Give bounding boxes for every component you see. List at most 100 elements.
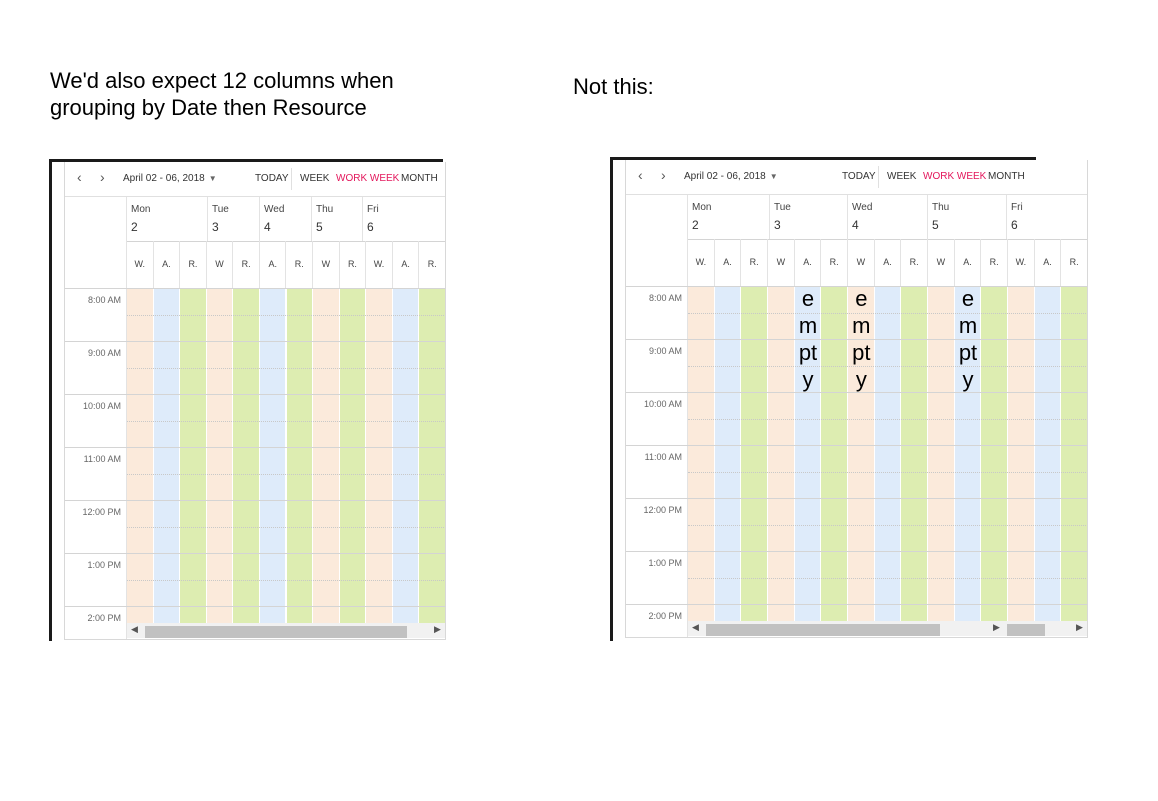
resource-column[interactable] (901, 286, 928, 622)
date-range-picker[interactable]: April 02 - 06, 2018 ▼ (684, 171, 778, 182)
resource-header[interactable]: W. (1008, 239, 1035, 286)
day-header-fri[interactable]: Fri 6 (1007, 195, 1087, 239)
resource-column[interactable] (848, 286, 875, 622)
resource-column[interactable] (1034, 286, 1062, 622)
view-week[interactable]: WEEK (300, 173, 330, 184)
resource-column[interactable] (180, 288, 207, 624)
resource-column[interactable] (259, 288, 287, 624)
horizontal-scrollbar[interactable]: ◀▶ (688, 621, 1005, 636)
day-header-tue[interactable]: Tue 3 (770, 195, 848, 239)
day-header-mon[interactable]: Mon 2 (688, 195, 770, 239)
day-header-thu[interactable]: Thu 5 (312, 197, 363, 241)
scroll-left-arrow-icon[interactable]: ◀ (131, 624, 138, 634)
resource-header[interactable]: R. (821, 239, 848, 286)
view-month[interactable]: MONTH (988, 171, 1025, 182)
date-range-picker[interactable]: April 02 - 06, 2018 ▼ (123, 173, 217, 184)
time-label: 8:00 AM (87, 295, 121, 305)
resource-header[interactable]: R. (741, 239, 768, 286)
resource-header[interactable]: W (313, 241, 340, 288)
scrollbar-thumb[interactable] (1007, 624, 1045, 636)
resource-header[interactable]: R. (233, 241, 260, 288)
resource-column[interactable] (688, 286, 715, 622)
half-hour-line (688, 524, 1087, 526)
resource-header[interactable]: A. (154, 241, 181, 288)
scrollbar-thumb[interactable] (145, 626, 407, 638)
resource-column[interactable] (206, 288, 234, 624)
next-chevron-icon[interactable]: › (661, 167, 666, 183)
scroll-right-arrow-icon[interactable]: ▶ (1076, 622, 1083, 632)
resource-header[interactable]: W (768, 239, 795, 286)
view-week[interactable]: WEEK (887, 171, 917, 182)
resource-header[interactable]: A. (875, 239, 902, 286)
resource-column[interactable] (794, 286, 822, 622)
resource-column[interactable] (741, 286, 768, 622)
resource-column[interactable] (714, 286, 742, 622)
prev-chevron-icon[interactable]: ‹ (638, 167, 643, 183)
resource-header[interactable]: W. (366, 241, 393, 288)
resource-header[interactable]: W (928, 239, 955, 286)
resource-column[interactable] (153, 288, 181, 624)
scroll-left-arrow-icon[interactable]: ◀ (692, 622, 699, 632)
day-header-wed[interactable]: Wed 4 (848, 195, 928, 239)
time-label: 1:00 PM (648, 558, 682, 568)
view-work-week[interactable]: WORK WEEK (336, 173, 400, 184)
scroll-right-arrow-icon[interactable]: ▶ (993, 622, 1000, 632)
next-chevron-icon[interactable]: › (100, 169, 105, 185)
resource-header[interactable]: R. (1061, 239, 1087, 286)
resource-header[interactable]: R. (340, 241, 367, 288)
caption-expected-line2: grouping by Date then Resource (50, 95, 367, 120)
horizontal-scrollbar[interactable]: ◀▶ (127, 623, 445, 638)
view-month[interactable]: MONTH (401, 173, 438, 184)
resource-header[interactable]: R. (981, 239, 1008, 286)
resource-header[interactable]: A. (955, 239, 982, 286)
resource-column[interactable] (1061, 286, 1087, 622)
resource-header[interactable]: A. (393, 241, 420, 288)
day-number: 4 (264, 220, 271, 234)
time-label: 1:00 PM (87, 560, 121, 570)
resource-column[interactable] (127, 288, 154, 624)
resource-header[interactable]: R. (287, 241, 314, 288)
resource-column[interactable] (286, 288, 314, 624)
resource-column[interactable] (313, 288, 340, 624)
day-header-mon[interactable]: Mon 2 (127, 197, 208, 241)
resource-column[interactable] (366, 288, 393, 624)
day-header-wed[interactable]: Wed 4 (260, 197, 312, 241)
resource-header[interactable]: R. (180, 241, 207, 288)
hour-line (626, 551, 1087, 552)
resource-column[interactable] (419, 288, 445, 624)
scroll-right-arrow-icon[interactable]: ▶ (434, 624, 441, 634)
resource-header[interactable]: R. (901, 239, 928, 286)
resource-column[interactable] (233, 288, 260, 624)
resource-header[interactable]: A. (715, 239, 742, 286)
prev-chevron-icon[interactable]: ‹ (77, 169, 82, 185)
scrollbar-thumb[interactable] (706, 624, 940, 636)
view-today[interactable]: TODAY (255, 173, 289, 184)
resource-column[interactable] (821, 286, 848, 622)
view-work-week[interactable]: WORK WEEK (923, 171, 987, 182)
resource-column[interactable] (339, 288, 367, 624)
resource-header[interactable]: A. (795, 239, 822, 286)
day-header-tue[interactable]: Tue 3 (208, 197, 260, 241)
empty-column-label: empty (852, 286, 871, 392)
resource-header[interactable]: R. (419, 241, 445, 288)
resource-header[interactable]: W. (127, 241, 154, 288)
view-today[interactable]: TODAY (842, 171, 876, 182)
resource-header[interactable]: W. (688, 239, 715, 286)
resource-header[interactable]: A. (260, 241, 287, 288)
day-name: Wed (264, 204, 285, 215)
caret-down-icon: ▼ (208, 174, 217, 183)
resource-column[interactable] (874, 286, 902, 622)
resource-header[interactable]: A. (1035, 239, 1062, 286)
resource-column[interactable] (392, 288, 420, 624)
day-header-fri[interactable]: Fri 6 (363, 197, 445, 241)
resource-column[interactable] (768, 286, 795, 622)
hour-line (626, 392, 1087, 393)
resource-column[interactable] (954, 286, 982, 622)
horizontal-scrollbar[interactable]: ◀▶ (1005, 621, 1087, 636)
resource-column[interactable] (928, 286, 955, 622)
resource-header[interactable]: W (848, 239, 875, 286)
resource-header[interactable]: W (207, 241, 234, 288)
day-header-thu[interactable]: Thu 5 (928, 195, 1007, 239)
resource-column[interactable] (1008, 286, 1035, 622)
resource-column[interactable] (981, 286, 1008, 622)
